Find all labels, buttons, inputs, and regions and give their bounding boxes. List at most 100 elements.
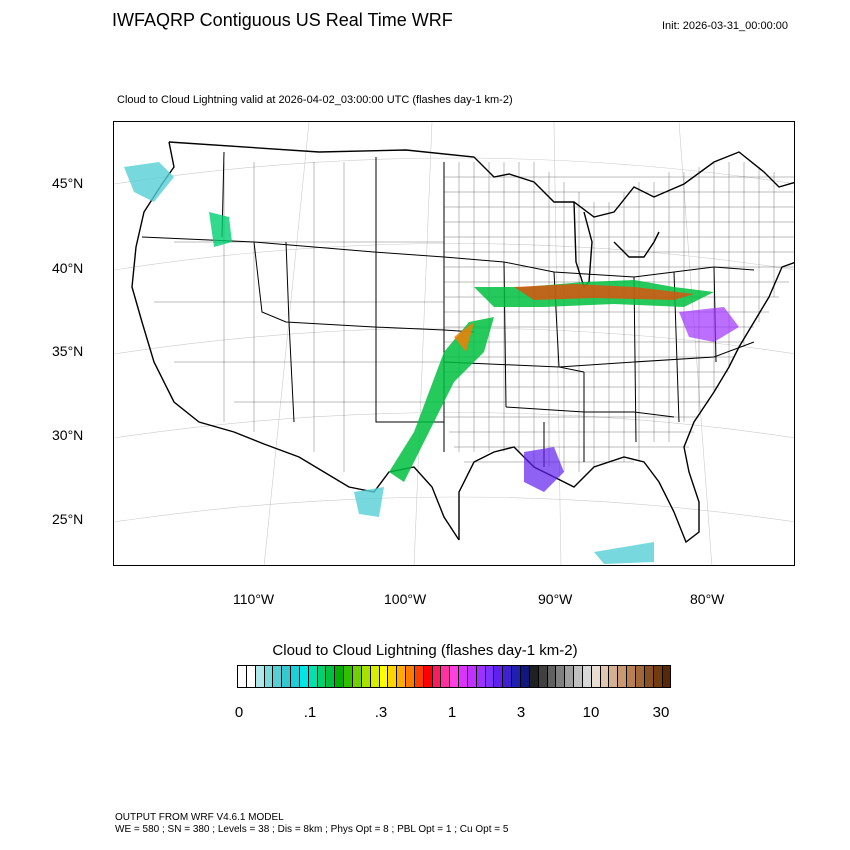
- state-border-row-4: [505, 406, 675, 418]
- colorbar-swatch: [441, 666, 451, 687]
- field-idaho: [209, 212, 232, 247]
- colorbar-swatch: [591, 666, 601, 687]
- colorbar-swatch: [467, 666, 477, 687]
- lon-label-110: 110°W: [233, 591, 275, 607]
- lat-label-40: 40°N: [52, 260, 84, 276]
- colorbar-swatch: [432, 666, 442, 687]
- map-panel: [113, 121, 795, 566]
- colorbar-swatch: [450, 666, 460, 687]
- colorbar-swatch: [538, 666, 548, 687]
- colorbar-swatch: [512, 666, 521, 687]
- north-border: [168, 141, 794, 218]
- colorbar-tick-10: 10: [582, 704, 600, 721]
- colorbar-swatch: [379, 666, 389, 687]
- colorbar-swatch: [388, 666, 398, 687]
- field-northwest: [124, 162, 174, 202]
- colorbar-swatch: [264, 666, 274, 687]
- plot-subtitle: Cloud to Cloud Lightning valid at 2026-0…: [117, 94, 513, 106]
- colorbar-swatch: [255, 666, 265, 687]
- colorbar-swatch: [397, 666, 407, 687]
- colorbar-swatch: [644, 666, 654, 687]
- colorbar-swatch: [565, 666, 575, 687]
- colorbar-swatch: [308, 666, 318, 687]
- graticule-lon-100: [413, 122, 433, 565]
- colorbar: [237, 665, 671, 688]
- footer-model-line: OUTPUT FROM WRF V4.6.1 MODEL: [115, 812, 284, 823]
- colorbar-swatch: [423, 666, 433, 687]
- colorbar-swatch: [238, 666, 247, 687]
- field-mexico: [354, 487, 384, 517]
- lon-label-80: 80°W: [690, 591, 725, 607]
- field-plains-core: [454, 322, 474, 352]
- lon-label-100: 100°W: [384, 591, 427, 607]
- colorbar-swatch: [547, 666, 557, 687]
- lat-label-35: 35°N: [52, 343, 84, 359]
- colorbar-title: Cloud to Cloud Lightning (flashes day-1 …: [272, 642, 578, 659]
- graticule-lon-80: [678, 122, 713, 565]
- colorbar-tick-0.3: .3: [374, 704, 388, 721]
- colorbar-swatch: [582, 666, 592, 687]
- footer-config-line: WE = 580 ; SN = 380 ; Levels = 38 ; Dis …: [115, 824, 509, 835]
- colorbar-swatch: [503, 666, 513, 687]
- lat-label-45: 45°N: [52, 175, 84, 191]
- gulf-atlantic-coast: [458, 261, 794, 544]
- colorbar-tick-0: 0: [234, 704, 244, 721]
- colorbar-swatch: [574, 666, 583, 687]
- graticule-lon-110: [263, 122, 310, 565]
- colorbar-swatch: [406, 666, 415, 687]
- graticule-lat-45: [114, 157, 794, 185]
- colorbar-swatch: [476, 666, 486, 687]
- colorbar-swatch: [370, 666, 380, 687]
- lon-label-90: 90°W: [538, 591, 573, 607]
- map-canvas: [114, 122, 794, 565]
- colorbar-swatch: [627, 666, 636, 687]
- field-midatlantic: [679, 307, 739, 342]
- colorbar-swatch: [556, 666, 566, 687]
- colorbar-swatch: [335, 666, 345, 687]
- colorbar-tick-0.1: .1: [303, 704, 317, 721]
- county-horizontals: [444, 176, 794, 463]
- colorbar-swatch: [521, 666, 530, 687]
- colorbar-swatch: [459, 666, 468, 687]
- field-gulf: [594, 542, 654, 564]
- colorbar-swatch: [273, 666, 283, 687]
- colorbar-swatch: [609, 666, 619, 687]
- county-west: [154, 162, 444, 472]
- colorbar-swatch: [529, 666, 539, 687]
- colorbar-tick-3: 3: [516, 704, 526, 721]
- field-plains-line: [389, 317, 494, 482]
- init-time: Init: 2026-03-31_00:00:00: [662, 20, 788, 32]
- colorbar-swatch: [326, 666, 336, 687]
- colorbar-swatch: [414, 666, 424, 687]
- colorbar-swatch: [291, 666, 300, 687]
- west-south-border: [131, 141, 460, 541]
- colorbar-swatch: [494, 666, 504, 687]
- colorbar-swatch: [635, 666, 645, 687]
- colorbar-swatch: [352, 666, 362, 687]
- state-border-cols-central: [288, 261, 637, 443]
- colorbar-swatch: [282, 666, 292, 687]
- graticule-lat-40: [114, 243, 794, 271]
- colorbar-swatch: [618, 666, 628, 687]
- colorbar-swatch: [299, 666, 309, 687]
- colorbar-swatch: [600, 666, 610, 687]
- lat-label-25: 25°N: [52, 511, 84, 527]
- colorbar-tick-1: 1: [447, 704, 457, 721]
- colorbar-swatch: [246, 666, 256, 687]
- graticule-lat-25: [114, 496, 794, 523]
- lat-label-30: 30°N: [52, 427, 84, 443]
- colorbar-swatch: [344, 666, 353, 687]
- field-louisiana: [524, 447, 564, 492]
- lightning-field: [124, 162, 739, 564]
- state-borders: [141, 151, 755, 467]
- colorbar-swatch: [653, 666, 663, 687]
- state-border-cols-west: [221, 151, 445, 452]
- plot-title: IWFAQRP Contiguous US Real Time WRF: [112, 10, 453, 30]
- field-band-core: [514, 284, 694, 300]
- colorbar-swatch: [317, 666, 327, 687]
- colorbar-swatch: [662, 666, 671, 687]
- colorbar-swatch: [485, 666, 495, 687]
- colorbar-swatch: [361, 666, 371, 687]
- colorbar-tick-30: 30: [652, 704, 670, 721]
- state-border-row-3: [443, 341, 755, 368]
